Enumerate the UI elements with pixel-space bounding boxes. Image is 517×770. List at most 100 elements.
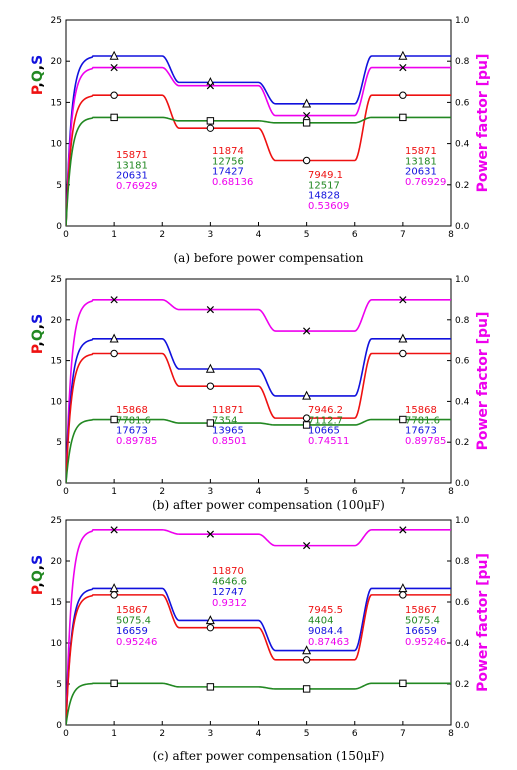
y-axis-label-part: Q — [30, 329, 46, 341]
y-tick-label: 10 — [51, 397, 63, 407]
series-line-Q — [66, 682, 451, 725]
annotation-P: 7945.5 — [308, 605, 343, 616]
marker-Q — [399, 679, 407, 688]
y2-tick-label: 0.6 — [455, 98, 470, 108]
x-tick-label: 7 — [400, 487, 406, 497]
marker-S — [109, 333, 119, 343]
x-tick-label: 5 — [304, 487, 310, 497]
marker-PF — [206, 82, 214, 90]
series-line-PF — [66, 529, 451, 725]
chart-panel-3: 0 1 2 3 4 5 6 7 8 0 5 10 15 20 25 0.0 0.2 0.4 0.6 0.8 1.0 P,Q… — [30, 516, 491, 763]
annotation-Q: 4404 — [308, 616, 333, 627]
annotation-Q: 12517 — [308, 180, 340, 191]
annotation-S: 17673 — [116, 426, 148, 437]
y2-tick-label: 0.2 — [455, 181, 469, 191]
marker-S — [302, 645, 312, 655]
y2-tick-label: 0.8 — [455, 57, 470, 67]
y2-tick-label: 0.0 — [455, 222, 470, 232]
marker-PF — [399, 526, 407, 534]
series-line-S — [66, 55, 451, 226]
x-tick-label: 1 — [111, 729, 117, 739]
marker-Q — [399, 113, 407, 122]
annotation-Q: 7781.6 — [405, 415, 440, 426]
y-axis-label-part: , — [30, 341, 46, 346]
x-tick-label: 4 — [256, 487, 262, 497]
annotation-Q: 4646.6 — [212, 577, 247, 588]
series-line-P — [66, 594, 451, 725]
annotation-Q: 7354 — [212, 415, 237, 426]
x-tick-label: 1 — [111, 487, 117, 497]
x-tick-label: 3 — [208, 729, 214, 739]
x-tick-label: 4 — [256, 230, 262, 240]
y-tick-label: 5 — [56, 181, 62, 191]
marker-PF — [110, 296, 118, 304]
marker-Q — [206, 683, 215, 691]
chart-panel-1: 0 1 2 3 4 5 6 7 8 0 5 10 15 20 25 0.0 0.2 0.4 0.6 0.8 1.0 P,Q… — [30, 16, 491, 265]
y-axis-label-part: , — [30, 65, 46, 70]
y-tick-label: 20 — [51, 316, 63, 326]
x-tick-label: 6 — [352, 487, 358, 497]
annotation-PF: 0.87463 — [308, 637, 349, 648]
x-tick-label: 0 — [63, 230, 69, 240]
y-tick-label: 10 — [51, 140, 63, 150]
series-line-Q — [66, 418, 451, 483]
annotation-P: 15867 — [116, 605, 148, 616]
annotation-S: 17427 — [212, 167, 244, 178]
annotation-S: 20631 — [405, 167, 437, 178]
x-tick-label: 3 — [208, 230, 214, 240]
marker-S — [205, 615, 215, 625]
y2-tick-label: 0.0 — [455, 479, 470, 489]
y-axis-label: P,Q,S — [30, 555, 46, 595]
marker-S — [205, 363, 215, 373]
y-axis-label-part: P — [30, 344, 46, 354]
marker-P — [206, 124, 215, 132]
chart-caption: (b) after power compensation (100μF) — [152, 498, 385, 512]
marker-PF — [110, 526, 118, 534]
marker-PF — [303, 542, 311, 550]
y-tick-label: 15 — [51, 598, 62, 608]
y2-tick-label: 0.4 — [455, 397, 470, 407]
marker-P — [399, 91, 407, 99]
annotation-P: 15871 — [116, 150, 148, 161]
annotation-Q: 5075.4 — [405, 616, 440, 627]
y-axis-label-part: , — [30, 82, 46, 87]
x-tick-label: 6 — [352, 230, 358, 240]
x-tick-label: 3 — [208, 487, 214, 497]
annotation-S: 14828 — [308, 191, 340, 202]
marker-S — [398, 333, 408, 343]
y-tick-label: 15 — [51, 98, 62, 108]
x-tick-label: 4 — [256, 729, 262, 739]
marker-Q — [302, 421, 311, 429]
x-tick-label: 8 — [448, 729, 454, 739]
y-axis-label: P,Q,S — [30, 55, 46, 95]
annotation-S: 16659 — [405, 626, 437, 637]
annotation-P: 11874 — [212, 146, 244, 157]
y2-tick-label: 0.0 — [455, 721, 470, 731]
marker-PF — [206, 305, 214, 314]
marker-Q — [206, 117, 215, 125]
chart-panel-2: 0 1 2 3 4 5 6 7 8 0 5 10 15 20 25 0.0 0.2 0.4 0.6 0.8 1.0 P,Q… — [30, 275, 491, 512]
annotation-S: 10665 — [308, 426, 340, 437]
marker-P — [110, 91, 118, 99]
y-axis-label-part: S — [30, 55, 46, 65]
y-tick-label: 25 — [51, 16, 62, 26]
annotation-P: 15867 — [405, 605, 437, 616]
y-axis-label: P,Q,S — [30, 314, 46, 354]
y-tick-label: 20 — [51, 557, 63, 567]
annotation-S: 17673 — [405, 426, 437, 437]
annotation-Q: 13181 — [405, 156, 437, 167]
annotation-Q: 7781.6 — [116, 415, 151, 426]
x-tick-label: 7 — [400, 729, 406, 739]
y-tick-label: 5 — [56, 680, 62, 690]
series-line-S — [66, 338, 451, 483]
annotation-P: 7946.2 — [308, 405, 343, 416]
x-tick-label: 7 — [400, 230, 406, 240]
chart-caption: (c) after power compensation (150μF) — [153, 749, 385, 763]
marker-P — [302, 656, 311, 664]
marker-Q — [110, 415, 118, 424]
marker-P — [399, 591, 407, 599]
annotation-PF: 0.76929 — [405, 177, 446, 188]
marker-P — [110, 349, 118, 358]
y2-tick-label: 0.4 — [455, 140, 470, 150]
